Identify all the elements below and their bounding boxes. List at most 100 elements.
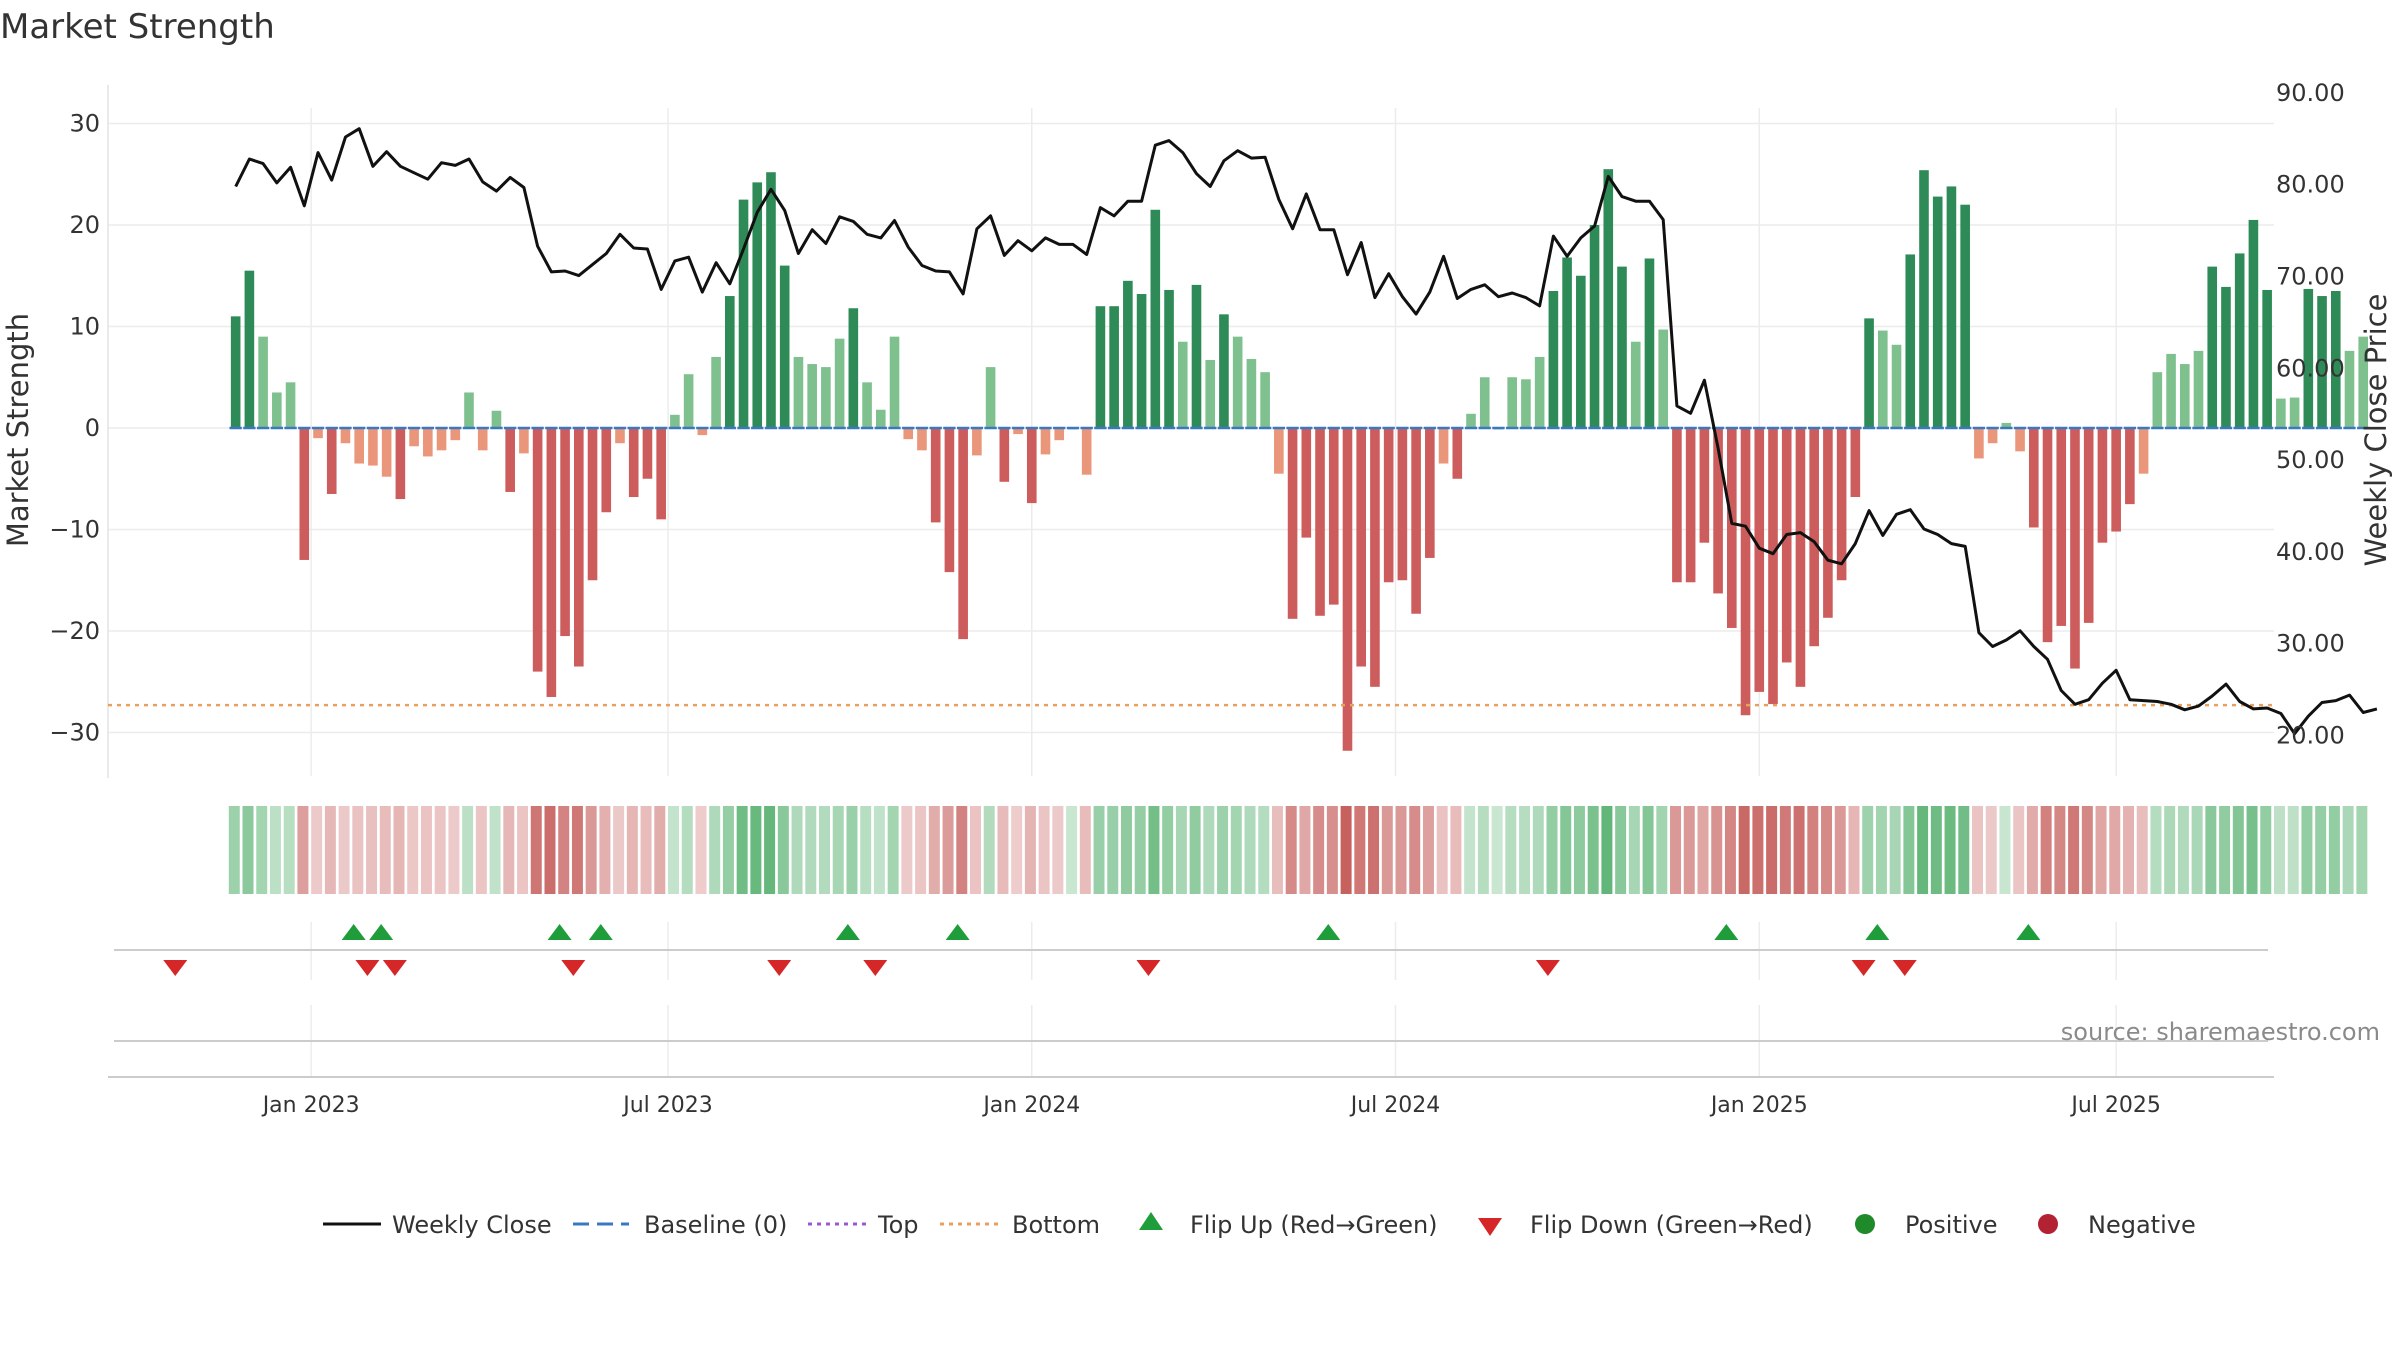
heat-cell bbox=[599, 806, 611, 894]
strength-bar bbox=[436, 428, 447, 451]
y-tick-label: −10 bbox=[49, 516, 100, 544]
strength-bar bbox=[2097, 428, 2108, 543]
strength-bar bbox=[587, 428, 598, 581]
flip-up-marker bbox=[945, 924, 970, 940]
flip-up-marker bbox=[1714, 924, 1739, 940]
strength-bar bbox=[1232, 336, 1243, 428]
strength-bar bbox=[1809, 428, 1819, 647]
heat-cell bbox=[297, 806, 309, 894]
strength-bar bbox=[1630, 341, 1641, 428]
heat-cell bbox=[1779, 806, 1791, 894]
heat-cell bbox=[1409, 806, 1421, 894]
strength-bar bbox=[1328, 428, 1339, 605]
heat-cell bbox=[2081, 806, 2093, 894]
strength-bar bbox=[1301, 428, 1312, 538]
strength-bar bbox=[1095, 306, 1106, 428]
heat-cell bbox=[1766, 806, 1778, 894]
heat-cell bbox=[860, 806, 872, 894]
strength-bar bbox=[1109, 306, 1119, 428]
heat-cell bbox=[420, 806, 432, 894]
y-tick-label: 10 bbox=[69, 313, 100, 341]
heat-cell bbox=[1038, 806, 1050, 894]
heat-cell bbox=[668, 806, 680, 894]
strength-bar bbox=[546, 428, 557, 697]
strength-bar bbox=[697, 428, 708, 436]
strength-bar bbox=[1562, 257, 1572, 428]
heat-cell bbox=[1889, 806, 1901, 894]
y2-tick-label: 30.00 bbox=[2276, 630, 2345, 658]
strength-bar bbox=[1425, 428, 1435, 558]
heat-cell bbox=[887, 806, 899, 894]
strength-bar bbox=[1026, 428, 1037, 504]
strength-bar bbox=[670, 414, 680, 428]
strength-bar bbox=[1342, 428, 1353, 751]
heat-cell bbox=[1258, 806, 1270, 894]
strength-bar bbox=[1205, 359, 1216, 428]
strength-bar bbox=[601, 428, 612, 513]
strength-bar bbox=[2042, 428, 2053, 643]
strength-bar bbox=[2276, 398, 2286, 428]
heat-cell bbox=[1532, 806, 1544, 894]
strength-bar bbox=[1850, 428, 1861, 498]
strength-bar bbox=[2179, 364, 2190, 428]
heat-cell bbox=[1573, 806, 1585, 894]
strength-bar bbox=[1644, 258, 1655, 428]
strength-bar bbox=[848, 308, 859, 428]
legend-flip-up-icon bbox=[1139, 1212, 1163, 1230]
heat-cell bbox=[1120, 806, 1132, 894]
heat-cell bbox=[1683, 806, 1695, 894]
heat-cell bbox=[915, 806, 927, 894]
heat-cell bbox=[1917, 806, 1929, 894]
heat-cell bbox=[1422, 806, 1434, 894]
heat-cell bbox=[2123, 806, 2134, 894]
legend-label-bottom: Bottom bbox=[1012, 1211, 1100, 1239]
legend-negative-icon bbox=[2038, 1214, 2058, 1234]
strength-bar bbox=[1754, 428, 1765, 692]
strength-bar bbox=[2358, 336, 2369, 428]
strength-bar bbox=[807, 364, 817, 428]
strength-bar bbox=[1397, 428, 1408, 581]
strength-bar bbox=[903, 428, 914, 440]
heat-cell bbox=[311, 806, 323, 894]
strength-bar bbox=[944, 428, 955, 573]
y2-tick-label: 60.00 bbox=[2276, 354, 2345, 382]
heat-cell bbox=[2287, 806, 2299, 894]
reference-lines bbox=[108, 703, 2274, 707]
strength-bar bbox=[1507, 377, 1517, 428]
strength-bar bbox=[1479, 377, 1490, 428]
legend-label-baseline: Baseline (0) bbox=[644, 1211, 787, 1239]
heat-cell bbox=[613, 806, 625, 894]
strength-bar bbox=[2317, 296, 2327, 428]
strength-bar bbox=[2001, 422, 2012, 428]
x-tick-label: Jan 2023 bbox=[261, 1093, 360, 1118]
strength-bar bbox=[999, 428, 1010, 482]
strength-bar bbox=[1617, 266, 1627, 428]
flip-down-marker bbox=[767, 960, 792, 976]
heat-cell bbox=[1821, 806, 1833, 894]
strength-bar bbox=[821, 367, 831, 428]
strength-bar bbox=[1891, 344, 1902, 428]
heat-cell bbox=[2095, 806, 2107, 894]
y2-tick-label: 20.00 bbox=[2276, 722, 2345, 750]
strength-bar bbox=[972, 428, 982, 456]
strength-bar bbox=[615, 428, 625, 444]
right-axis-ticks: 90.00 80.00 70.00 60.00 50.00 40.00 30.00 20.00 bbox=[2276, 79, 2345, 750]
source-note: source: sharemaestro.com bbox=[2061, 1018, 2380, 1046]
heat-cell bbox=[846, 806, 858, 894]
heat-cell bbox=[791, 806, 803, 894]
heat-cell bbox=[722, 806, 734, 894]
heat-cell bbox=[2274, 806, 2285, 894]
strength-bar bbox=[1411, 428, 1421, 614]
heat-cell bbox=[242, 806, 254, 894]
strength-bar bbox=[244, 270, 255, 428]
flip-down-marker bbox=[382, 960, 407, 976]
strength-bar bbox=[368, 428, 378, 466]
flip-up-marker bbox=[1865, 924, 1890, 940]
y-tick-label: 30 bbox=[69, 110, 100, 138]
flip-down-marker bbox=[1892, 960, 1917, 976]
y2-tick-label: 80.00 bbox=[2276, 171, 2345, 199]
strength-bar bbox=[1576, 275, 1586, 428]
strength-bar bbox=[985, 367, 996, 428]
y2-tick-label: 50.00 bbox=[2276, 446, 2345, 474]
strength-bar bbox=[1795, 428, 1806, 687]
